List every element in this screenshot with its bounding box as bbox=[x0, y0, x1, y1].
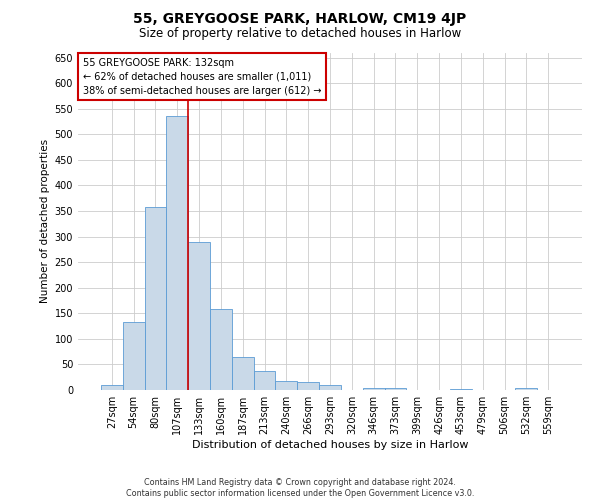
Bar bbox=[319, 385, 341, 390]
Bar bbox=[385, 388, 406, 390]
Text: 55 GREYGOOSE PARK: 132sqm
← 62% of detached houses are smaller (1,011)
38% of se: 55 GREYGOOSE PARK: 132sqm ← 62% of detac… bbox=[83, 58, 322, 96]
Text: Contains HM Land Registry data © Crown copyright and database right 2024.
Contai: Contains HM Land Registry data © Crown c… bbox=[126, 478, 474, 498]
Bar bbox=[297, 382, 319, 390]
Bar bbox=[145, 207, 166, 390]
Bar bbox=[232, 357, 254, 390]
Bar bbox=[188, 242, 210, 390]
Bar bbox=[210, 309, 232, 390]
Text: 55, GREYGOOSE PARK, HARLOW, CM19 4JP: 55, GREYGOOSE PARK, HARLOW, CM19 4JP bbox=[133, 12, 467, 26]
Bar bbox=[123, 322, 145, 390]
Bar bbox=[363, 388, 385, 390]
Y-axis label: Number of detached properties: Number of detached properties bbox=[40, 139, 50, 304]
Bar bbox=[254, 370, 275, 390]
Bar bbox=[101, 385, 123, 390]
Bar bbox=[275, 381, 297, 390]
Bar bbox=[450, 389, 472, 390]
Bar bbox=[166, 116, 188, 390]
X-axis label: Distribution of detached houses by size in Harlow: Distribution of detached houses by size … bbox=[192, 440, 468, 450]
Bar bbox=[515, 388, 537, 390]
Text: Size of property relative to detached houses in Harlow: Size of property relative to detached ho… bbox=[139, 28, 461, 40]
